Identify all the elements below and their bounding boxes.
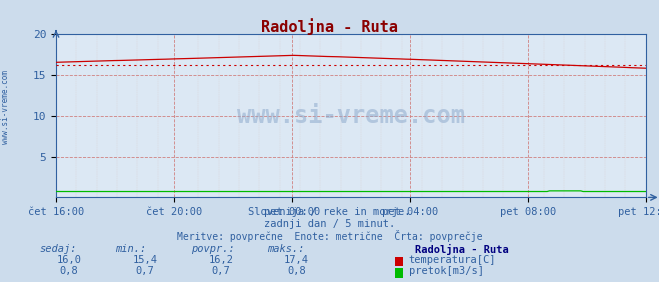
Text: pretok[m3/s]: pretok[m3/s] (409, 266, 484, 276)
Text: 16,0: 16,0 (57, 255, 82, 265)
Text: Radoljna - Ruta: Radoljna - Ruta (261, 18, 398, 35)
Text: www.si-vreme.com: www.si-vreme.com (237, 103, 465, 128)
Text: 0,7: 0,7 (212, 266, 230, 276)
Text: 17,4: 17,4 (284, 255, 309, 265)
Text: 0,8: 0,8 (60, 266, 78, 276)
Text: Meritve: povprečne  Enote: metrične  Črta: povprečje: Meritve: povprečne Enote: metrične Črta:… (177, 230, 482, 242)
Text: 0,7: 0,7 (136, 266, 154, 276)
Text: 15,4: 15,4 (132, 255, 158, 265)
Text: www.si-vreme.com: www.si-vreme.com (1, 70, 10, 144)
Text: Slovenija / reke in morje.: Slovenija / reke in morje. (248, 207, 411, 217)
Text: temperatura[C]: temperatura[C] (409, 255, 496, 265)
Text: Radoljna - Ruta: Radoljna - Ruta (415, 244, 509, 255)
Text: min.:: min.: (115, 244, 146, 254)
Text: 16,2: 16,2 (208, 255, 233, 265)
Text: povpr.:: povpr.: (191, 244, 235, 254)
Text: sedaj:: sedaj: (40, 244, 77, 254)
Text: zadnji dan / 5 minut.: zadnji dan / 5 minut. (264, 219, 395, 228)
Text: maks.:: maks.: (267, 244, 304, 254)
Text: 0,8: 0,8 (287, 266, 306, 276)
